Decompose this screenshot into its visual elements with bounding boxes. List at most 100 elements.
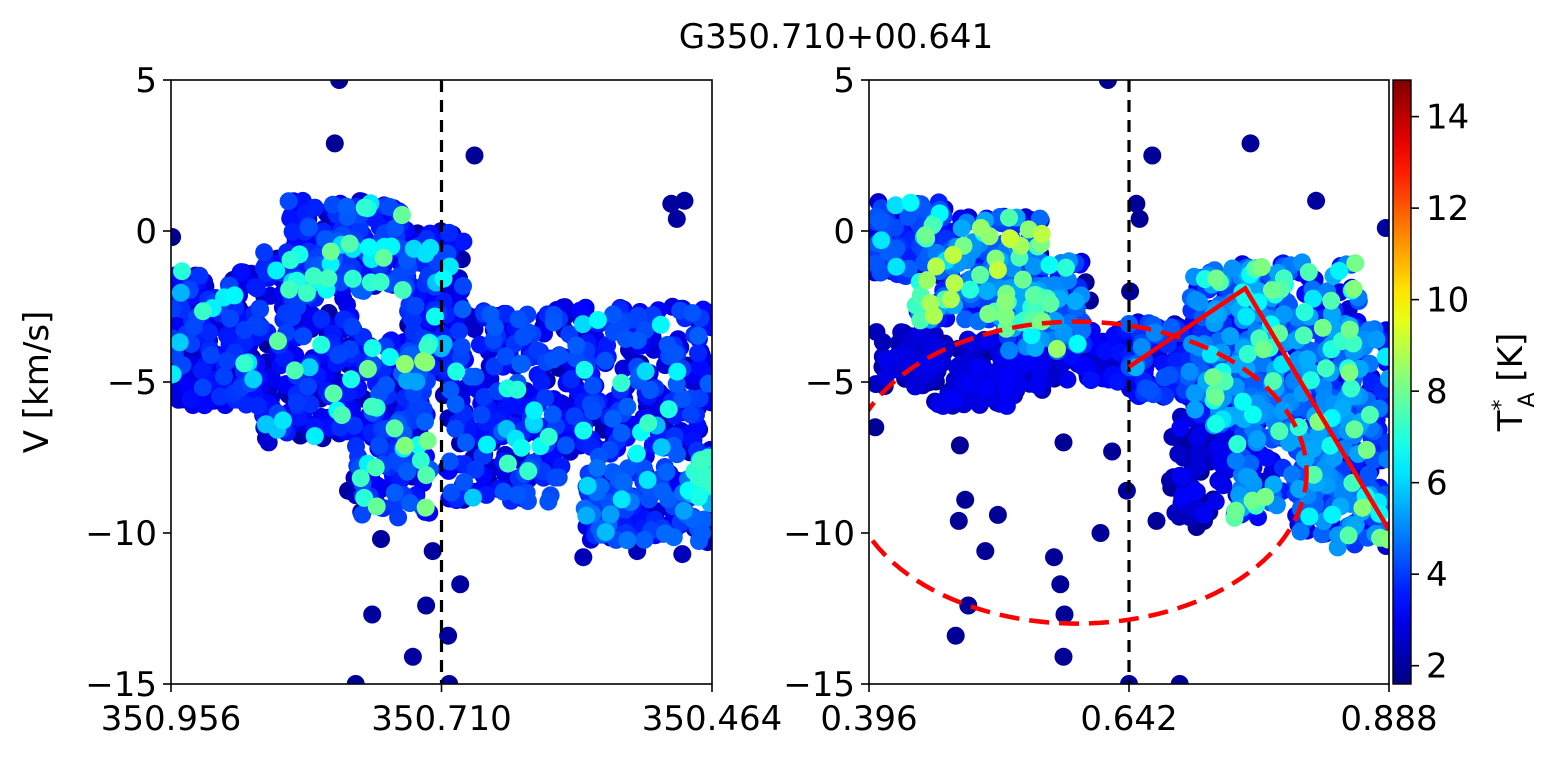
left-data-point (652, 438, 671, 457)
right-data-point (956, 490, 975, 509)
right-data-point (1264, 372, 1283, 391)
left-data-point (656, 524, 674, 543)
left-data-point (321, 242, 340, 261)
right-data-point (1103, 442, 1122, 461)
right-data-point (1098, 80, 1117, 89)
left-data-point (398, 371, 416, 390)
right-data-point (1304, 289, 1322, 308)
left-data-point (583, 376, 602, 395)
left-data-point (636, 362, 655, 381)
left-data-point (372, 530, 390, 548)
right-data-point (1340, 320, 1359, 339)
left-data-point (508, 485, 527, 504)
right-ytick-label: −15 (783, 665, 855, 705)
left-data-point (578, 476, 597, 495)
right-data-point (1032, 224, 1051, 243)
right-data-point (1379, 433, 1389, 452)
left-data-point (363, 339, 382, 358)
right-data-point (1307, 191, 1326, 210)
right-data-point (1190, 425, 1209, 444)
right-data-point (1238, 345, 1257, 363)
right-data-point (1058, 370, 1077, 389)
left-data-point (330, 80, 349, 89)
left-data-point (342, 370, 361, 389)
right-data-point (1120, 675, 1138, 684)
left-data-point (440, 223, 459, 242)
left-data-point (447, 362, 466, 381)
right-data-point (1290, 480, 1308, 498)
right-data-point (1323, 305, 1341, 324)
right-data-point (1380, 369, 1389, 388)
right-data-point (1342, 379, 1361, 398)
left-data-point (173, 262, 191, 281)
right-data-point (1316, 359, 1335, 378)
left-data-point (700, 473, 712, 492)
right-data-point (979, 305, 998, 323)
figure-title: G350.710+00.641 (679, 17, 993, 57)
right-data-point (996, 293, 1015, 312)
right-data-point (1226, 501, 1245, 520)
dashed-ellipse-annotation (869, 319, 1309, 626)
right-ytick-label: −10 (783, 514, 855, 554)
left-data-point (509, 310, 528, 329)
left-ytick-label: 0 (135, 212, 157, 252)
left-data-point (525, 401, 544, 420)
left-data-point (274, 411, 292, 430)
right-data-point (911, 324, 929, 343)
left-data-point (171, 228, 182, 246)
right-data-point (978, 282, 996, 300)
right-data-point (1045, 548, 1063, 567)
right-data-point (918, 271, 936, 290)
right-data-point (1295, 303, 1314, 322)
left-data-point (449, 322, 468, 341)
left-data-point (255, 243, 274, 262)
right-data-point (1206, 492, 1225, 511)
right-data-point (948, 358, 967, 377)
left-data-point (416, 244, 435, 263)
right-data-point (1091, 524, 1110, 542)
left-data-point (366, 458, 385, 477)
right-data-point (1041, 294, 1060, 313)
colorbar-label-sup: * (1489, 399, 1514, 410)
left-data-point (355, 198, 374, 217)
left-data-point (440, 675, 459, 684)
right-data-point (961, 374, 980, 393)
left-data-point (406, 297, 425, 315)
right-data-point (1000, 229, 1019, 248)
right-data-point (1248, 430, 1267, 449)
left-data-point (385, 483, 404, 502)
left-data-point (305, 427, 324, 446)
left-data-point (573, 315, 592, 334)
left-data-point (604, 305, 623, 324)
left-data-point (171, 333, 189, 352)
right-data-point (1171, 419, 1190, 437)
left-data-point (588, 311, 607, 329)
left-data-point (659, 400, 678, 419)
left-data-point (651, 315, 670, 334)
left-data-point (457, 433, 475, 452)
left-data-point (665, 344, 684, 363)
left-data-point (403, 647, 422, 666)
left-data-point (641, 381, 660, 400)
left-data-point (200, 323, 219, 342)
left-data-point (673, 390, 692, 408)
left-data-point (416, 498, 435, 517)
left-data-point (244, 370, 263, 389)
right-data-point (1243, 405, 1262, 424)
right-data-point (1054, 647, 1073, 666)
left-data-point (673, 545, 692, 564)
right-data-point (1056, 258, 1075, 277)
left-xtick-label: 350.710 (371, 699, 512, 739)
left-data-point (370, 436, 389, 455)
right-data-point (1054, 433, 1073, 452)
right-xtick-label: 0.642 (1080, 699, 1177, 739)
left-data-point (470, 335, 489, 354)
left-data-point (259, 433, 278, 452)
left-data-point (539, 427, 558, 446)
right-data-point (1022, 326, 1041, 345)
left-data-point (359, 238, 378, 257)
left-data-point (639, 414, 658, 433)
right-data-point (1254, 340, 1273, 359)
colorbar-tick-label: 2 (1426, 647, 1448, 687)
